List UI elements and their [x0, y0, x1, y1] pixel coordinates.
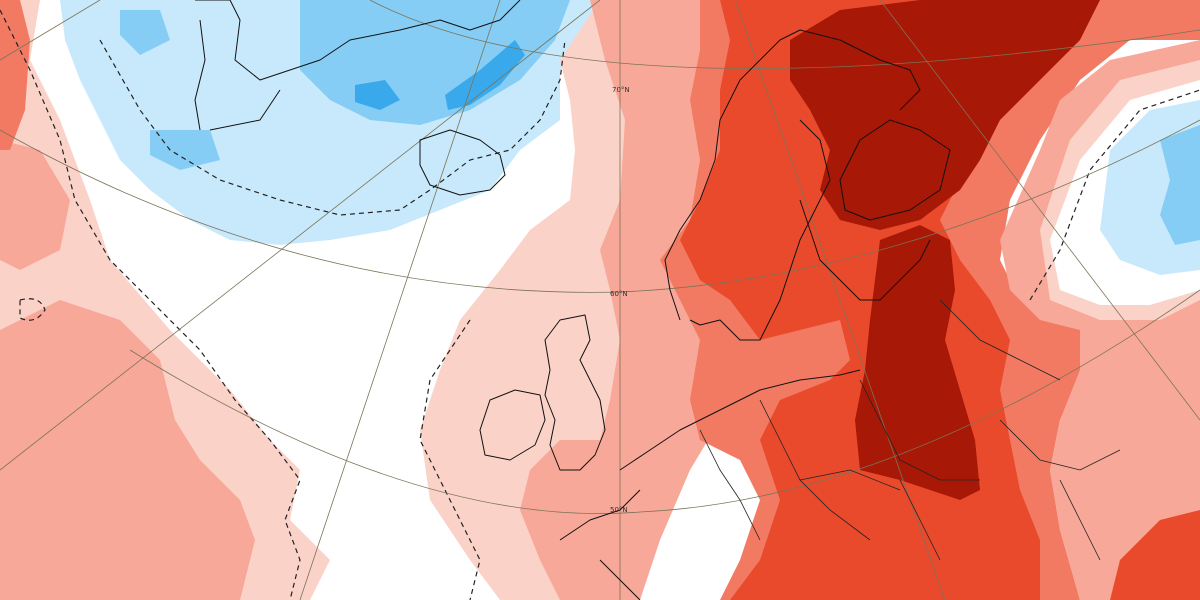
extreme-warm-region-scandinavia — [790, 0, 1100, 230]
iceland-coastline — [419, 129, 506, 196]
strong-warm-region-spain — [1110, 510, 1200, 600]
latitude-label-60n: 60°N — [610, 290, 628, 298]
meridian-line-a — [0, 0, 601, 471]
latitude-label-50n: 50°N — [610, 506, 628, 514]
moderate-cold-region-russia — [1160, 125, 1200, 245]
baltic-coastline — [799, 199, 931, 301]
latitude-line-50n — [129, 289, 1200, 515]
finland-coastline — [839, 119, 951, 221]
greenland-coastline — [194, 0, 521, 131]
meridian-line-f — [0, 0, 101, 61]
meridian-line-e — [879, 0, 1200, 421]
british-isles-coastline — [544, 314, 606, 471]
zero-contour-cold — [99, 39, 566, 216]
latitude-line-70n — [369, 0, 1200, 69]
zero-contour-atlantic — [419, 319, 481, 600]
scandinavia-coastline — [664, 29, 921, 341]
zero-contour-russia — [1029, 89, 1200, 301]
ireland-coastline — [479, 389, 546, 461]
continental-coastline — [559, 369, 861, 600]
moderate-cold-region — [120, 0, 570, 170]
warm-region-greenland-edge — [0, 0, 30, 150]
latitude-label-70n: 70°N — [612, 86, 630, 94]
zero-contour-loop — [19, 298, 46, 321]
country-borders — [699, 299, 1121, 561]
meridian-line-b — [299, 0, 501, 600]
